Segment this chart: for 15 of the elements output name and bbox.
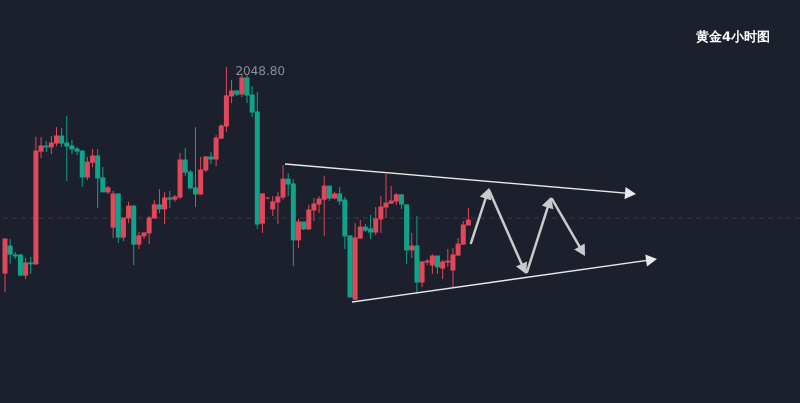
candlestick [156,188,162,214]
candlestick [398,193,404,210]
candlestick [28,256,34,274]
candlestick [435,255,440,274]
annotation: 2048.80 [235,64,286,78]
candlestick [326,186,332,202]
candlestick [409,232,414,259]
candlestick [167,190,172,208]
candlestick [8,238,13,264]
candlestick [208,152,214,164]
text: 黄金4小时图 [696,29,770,46]
candlestick [296,218,301,249]
candlestick [23,258,28,280]
candlestick [162,191,168,225]
candlestick [44,140,49,153]
